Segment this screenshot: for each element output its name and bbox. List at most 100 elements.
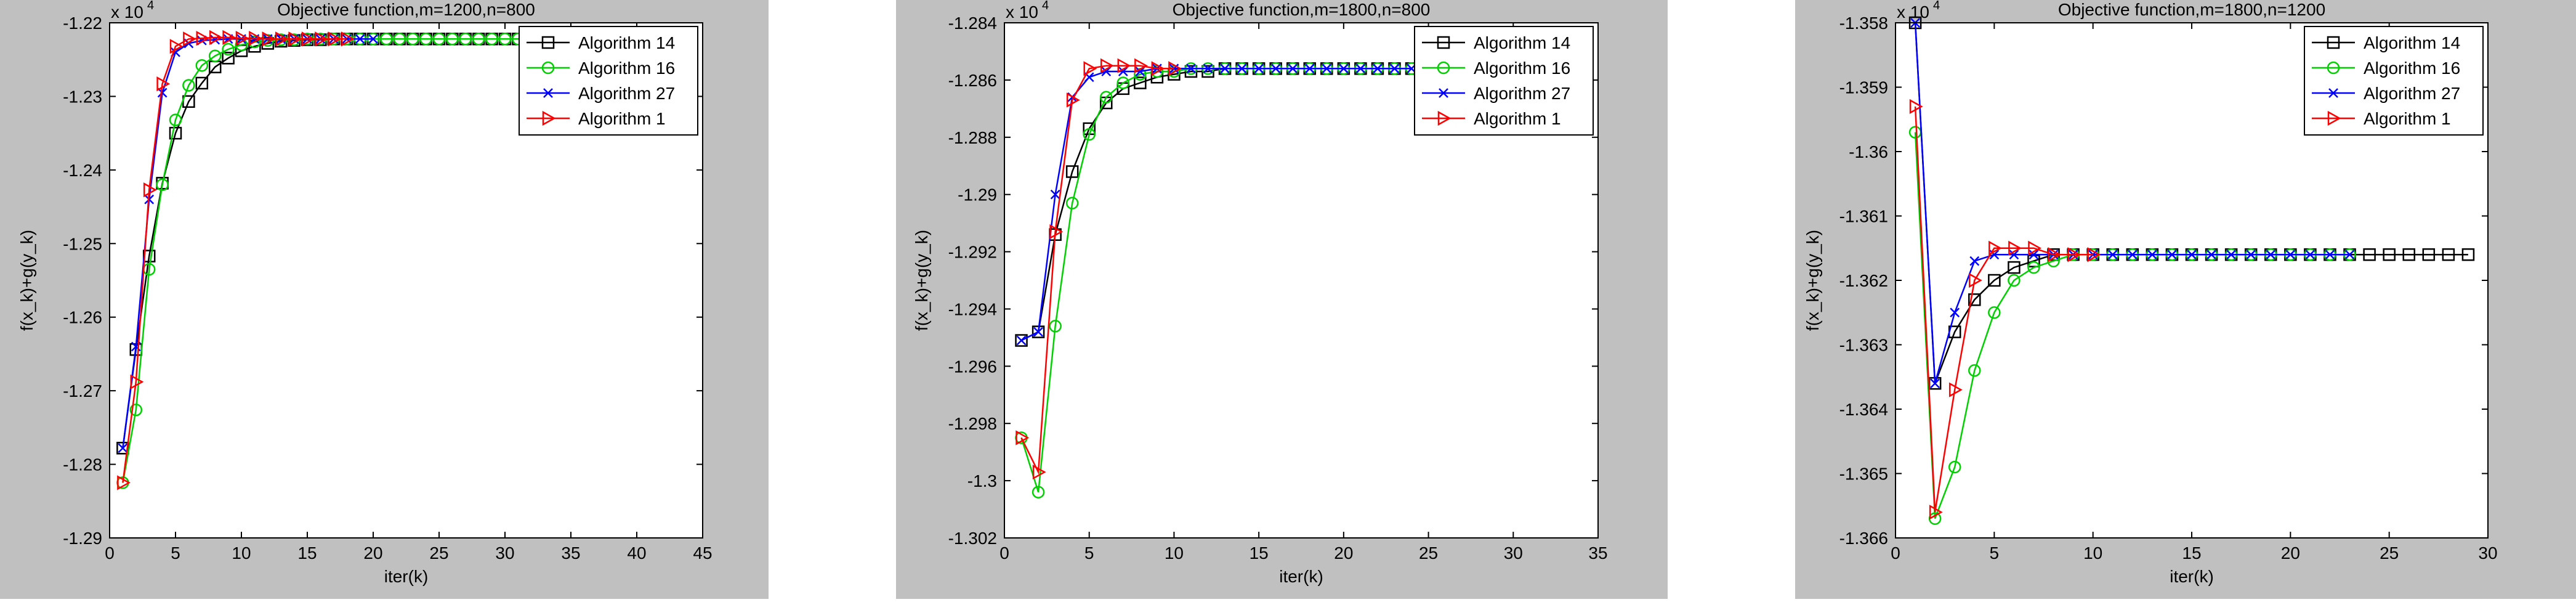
y-tick-label: -1.302 — [948, 529, 997, 548]
series-3 — [1909, 99, 2101, 520]
x-tick-label: 45 — [693, 543, 712, 563]
y-tick-label: -1.27 — [63, 381, 102, 401]
legend-marker — [2327, 110, 2341, 126]
legend-label: Algorithm 27 — [2364, 84, 2460, 103]
x-tick-label: 30 — [2478, 543, 2497, 563]
data-point — [1049, 224, 1064, 240]
data-point — [328, 31, 342, 47]
data-point — [208, 49, 222, 62]
legend-label: Algorithm 14 — [1474, 33, 1570, 52]
y-tick-label: -1.288 — [948, 128, 997, 147]
data-point — [2344, 250, 2355, 260]
data-point — [301, 31, 315, 47]
legend-marker — [541, 61, 555, 75]
data-point — [1968, 364, 1981, 377]
legend: Algorithm 14 Algorithm 16 Algorithm 27 Algo… — [519, 26, 698, 136]
data-point — [129, 403, 143, 417]
x-tick-label: 25 — [2380, 543, 2399, 563]
y-exponent-power: 4 — [147, 0, 154, 12]
x-tick-label: 0 — [105, 543, 115, 563]
legend-marker — [1437, 36, 1450, 49]
data-point — [1118, 67, 1128, 76]
data-point — [1929, 505, 1943, 520]
data-point — [1322, 63, 1332, 74]
data-point — [222, 52, 235, 65]
data-point — [169, 113, 182, 126]
data-point — [2107, 250, 2118, 260]
data-point — [355, 34, 365, 44]
data-point — [2226, 250, 2237, 260]
data-point — [2028, 240, 2042, 256]
x-tick-label: 35 — [1588, 543, 1607, 563]
data-point — [2067, 247, 2081, 262]
data-point — [1270, 63, 1281, 74]
series-line — [1020, 65, 1174, 475]
y-tick-label: -1.365 — [1839, 465, 1888, 484]
data-point — [1100, 91, 1113, 104]
data-point — [432, 33, 446, 46]
data-point — [2363, 248, 2376, 261]
data-point — [143, 182, 157, 198]
y-tick-label: -1.28 — [63, 455, 102, 474]
data-point — [169, 126, 182, 140]
chart-title: Objective function,m=1800,n=800 — [1173, 0, 1431, 19]
series-3 — [1015, 58, 1182, 480]
data-point — [1254, 63, 1264, 74]
y-tick-label: -1.366 — [1839, 529, 1888, 548]
data-point — [1288, 63, 1298, 74]
y-tick-label: -1.363 — [1839, 336, 1888, 355]
legend-label: Algorithm 14 — [578, 33, 675, 52]
y-exponent-label: x 10 — [1006, 2, 1038, 22]
data-point — [182, 79, 195, 92]
data-point — [2009, 250, 2019, 260]
data-point — [2266, 250, 2276, 260]
data-point — [2207, 250, 2216, 260]
data-point — [446, 33, 459, 46]
x-tick-label: 20 — [1334, 543, 1353, 563]
y-axis-label: f(x_k)+g(y_k) — [17, 230, 36, 331]
legend-label: Algorithm 16 — [578, 59, 675, 78]
x-tick-label: 25 — [429, 543, 448, 563]
data-point — [222, 43, 235, 56]
legend-label: Algorithm 16 — [2364, 59, 2460, 78]
figure-panel-1: Objective function,m=1200,n=800 x 10 4 0 5 10… — [0, 0, 769, 599]
legend-label: Algorithm 1 — [1474, 109, 1561, 128]
data-point — [1373, 63, 1383, 74]
data-point — [1237, 63, 1247, 74]
legend-marker — [2327, 61, 2340, 75]
y-tick-label: -1.361 — [1839, 207, 1888, 226]
data-point — [222, 30, 236, 46]
y-tick-label: -1.286 — [948, 71, 997, 90]
figure-panel-2: Objective function,m=1800,n=800 x 10 4 0 5 10… — [896, 0, 1668, 599]
legend-label: Algorithm 1 — [578, 109, 666, 128]
data-point — [1134, 58, 1148, 73]
data-point — [196, 30, 210, 46]
x-tick-label: 0 — [999, 543, 1009, 563]
data-point — [1101, 67, 1112, 76]
data-point — [118, 443, 128, 454]
data-point — [406, 33, 419, 46]
data-point — [2461, 248, 2475, 261]
y-tick-label: -1.29 — [958, 185, 997, 205]
data-point — [157, 87, 168, 98]
data-point — [2383, 248, 2396, 261]
y-exponent-power: 4 — [1933, 0, 1940, 12]
y-tick-label: -1.362 — [1839, 271, 1888, 290]
data-point — [1950, 307, 1960, 318]
y-tick-label: -1.26 — [63, 308, 102, 327]
x-tick-label: 15 — [297, 543, 317, 563]
data-point — [315, 31, 328, 47]
y-axis-label: f(x_k)+g(y_k) — [912, 230, 931, 331]
data-point — [1169, 63, 1179, 74]
chart-title: Objective function,m=1800,n=1200 — [2058, 0, 2325, 19]
axes-box — [1004, 22, 1599, 539]
axes-box — [109, 22, 703, 539]
data-point — [195, 59, 209, 72]
x-axis-label: iter(k) — [2170, 567, 2214, 586]
axes-box — [1895, 22, 2489, 539]
data-point — [2187, 250, 2197, 260]
x-tick-label: 5 — [1990, 543, 2000, 563]
y-exponent-power: 4 — [1042, 0, 1049, 12]
legend-marker — [1437, 61, 1450, 75]
legend-marker — [543, 88, 553, 98]
